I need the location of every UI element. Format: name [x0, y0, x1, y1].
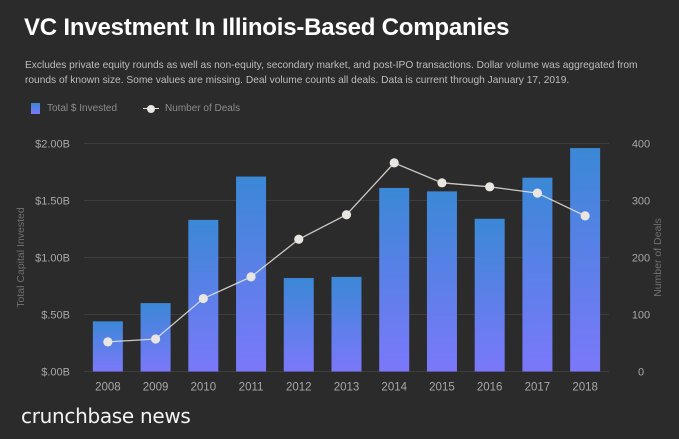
deal-point-2017: [532, 188, 543, 198]
x-tick-label: 2018: [572, 382, 598, 394]
x-tick-label: 2011: [239, 382, 264, 394]
crunchbase-news-logo: crunchbase news: [21, 404, 191, 428]
bar-2014: [379, 187, 410, 372]
y-tick-label-right: 400: [632, 139, 650, 151]
deal-point-2015: [437, 178, 447, 188]
x-tick-label: 2012: [286, 382, 312, 394]
y-axis-title-left: Total Capital Invested: [15, 207, 27, 308]
x-tick-label: 2016: [477, 382, 503, 394]
deal-point-2014: [389, 158, 399, 168]
deal-point-2012: [294, 234, 304, 244]
deal-point-2013: [341, 210, 352, 220]
legend-item-deals[interactable]: Number of Deals: [143, 103, 240, 114]
x-tick-label: 2017: [525, 382, 551, 394]
y-tick-label-right: 200: [632, 253, 650, 265]
bar-2016: [474, 218, 505, 372]
y-tick-label-left: $.50B: [41, 310, 70, 322]
x-tick-label: 2009: [143, 382, 169, 394]
bar-2017: [522, 177, 553, 372]
y-tick-label-right: 0: [638, 367, 644, 379]
legend-label-invested: Total $ Invested: [47, 103, 118, 114]
x-tick-label: 2014: [381, 382, 407, 394]
deal-point-2018: [580, 211, 590, 221]
y-tick-label-left: $.00B: [41, 367, 70, 379]
bar-2013: [331, 276, 362, 372]
bar-series: [92, 148, 601, 372]
x-tick-label: 2010: [191, 382, 217, 394]
y-tick-label-left: $1.50B: [35, 196, 70, 208]
legend: Total $ Invested Number of Deals: [31, 103, 266, 114]
line-series: [103, 158, 590, 347]
bar-swatch-icon: [31, 103, 40, 114]
x-tick-label: 2015: [429, 382, 455, 394]
bar-2012: [283, 278, 314, 372]
line-marker-icon: [143, 104, 160, 114]
x-tick-label: 2013: [334, 382, 360, 394]
deal-point-2016: [485, 182, 495, 192]
y-tick-label-right: 100: [632, 310, 650, 322]
bar-2018: [570, 148, 601, 372]
legend-label-deals: Number of Deals: [165, 103, 241, 114]
deal-point-2009: [150, 334, 161, 344]
x-tick-label: 2008: [95, 382, 121, 394]
y-tick-label-left: $2.00B: [35, 139, 70, 151]
deal-point-2010: [198, 293, 208, 304]
chart-title: VC Investment In Illinois-Based Companie…: [24, 14, 510, 41]
y-tick-label-left: $1.00B: [35, 253, 70, 265]
axes: $.00B $.50B $1.00B $1.50B $2.00B 0 100 200 300 40…: [15, 139, 664, 394]
bar-2015: [426, 191, 457, 372]
y-tick-label-right: 300: [632, 196, 650, 208]
y-axis-title-right: Number of Deals: [652, 218, 664, 297]
deal-point-2011: [246, 272, 256, 282]
legend-item-invested[interactable]: Total $ Invested: [31, 103, 117, 114]
chart-subtitle: Excludes private equity rounds as well a…: [25, 60, 638, 86]
deal-point-2008: [103, 337, 113, 347]
